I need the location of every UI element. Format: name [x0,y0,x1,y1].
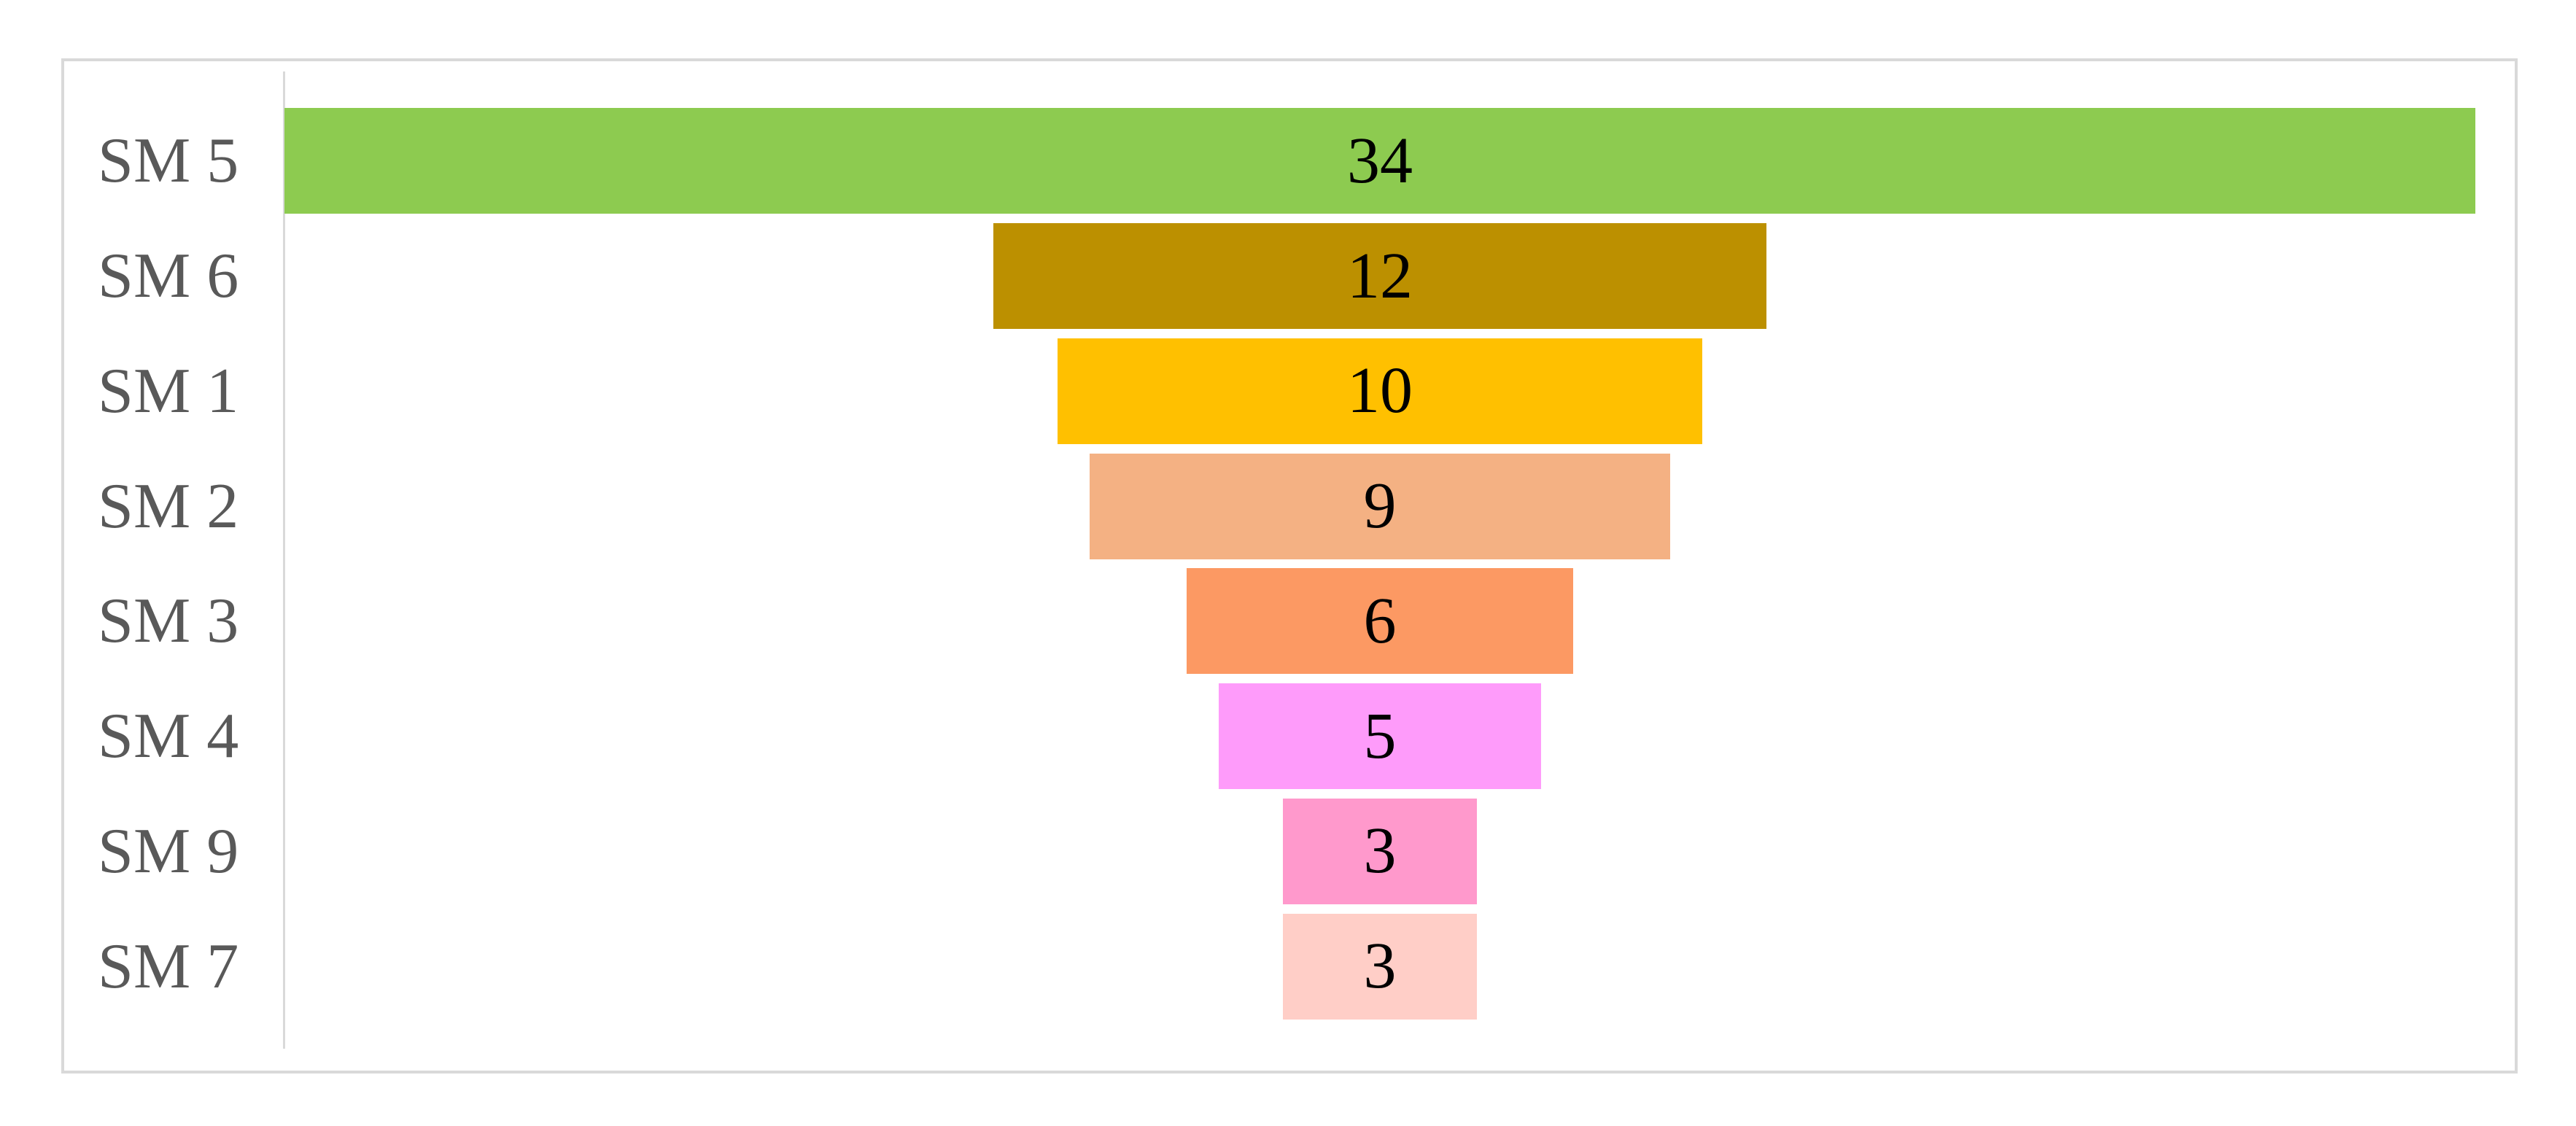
funnel-bar: 10 [1058,338,1702,444]
category-label: SM 3 [98,586,239,657]
funnel-bar: 3 [1283,913,1477,1020]
funnel-row: SM 1 10 [64,334,2515,449]
value-label: 3 [1363,930,1397,1003]
funnel-bar: 9 [1090,453,1670,559]
plot-area: 9 [283,449,2515,564]
category-label: SM 5 [98,125,239,197]
value-label: 34 [1346,124,1413,197]
funnel-row: SM 2 9 [64,449,2515,564]
category-label: SM 4 [98,701,239,772]
funnel-row: SM 5 34 [64,104,2515,219]
value-label: 10 [1346,354,1413,427]
category-label: SM 6 [98,241,239,312]
funnel-row: SM 9 3 [64,794,2515,909]
category-label: SM 2 [98,470,239,542]
funnel-bar: 34 [284,108,2476,214]
value-label: 9 [1363,470,1397,543]
funnel-bar: 6 [1186,568,1574,675]
plot-area: 34 [283,104,2515,219]
funnel-bar: 12 [993,223,1767,330]
funnel-row: SM 4 5 [64,679,2515,794]
plot-area: 3 [283,794,2515,909]
plot-area: 3 [283,909,2515,1024]
funnel-row: SM 6 12 [64,219,2515,334]
value-label: 12 [1346,239,1413,312]
plot-area: 6 [283,564,2515,679]
category-label: SM 7 [98,931,239,1002]
value-label: 5 [1363,699,1397,772]
plot-area: 10 [283,334,2515,449]
funnel-rows-container: SM 5 34 SM 6 12 SM 1 10 SM 2 9 SM 3 6 SM 4 5 SM 9 3 SM… [64,104,2515,1024]
funnel-bar: 5 [1219,683,1541,790]
plot-area: 5 [283,679,2515,794]
plot-area: 12 [283,219,2515,334]
chart-plot-border: SM 5 34 SM 6 12 SM 1 10 SM 2 9 SM 3 6 SM 4 5 SM 9 3 SM… [61,58,2518,1073]
funnel-bar: 3 [1283,798,1477,904]
category-label: SM 9 [98,815,239,887]
category-axis-line [283,71,285,1049]
category-label: SM 1 [98,355,239,427]
funnel-row: SM 3 6 [64,564,2515,679]
funnel-row: SM 7 3 [64,909,2515,1024]
value-label: 6 [1363,584,1397,657]
value-label: 3 [1363,815,1397,888]
